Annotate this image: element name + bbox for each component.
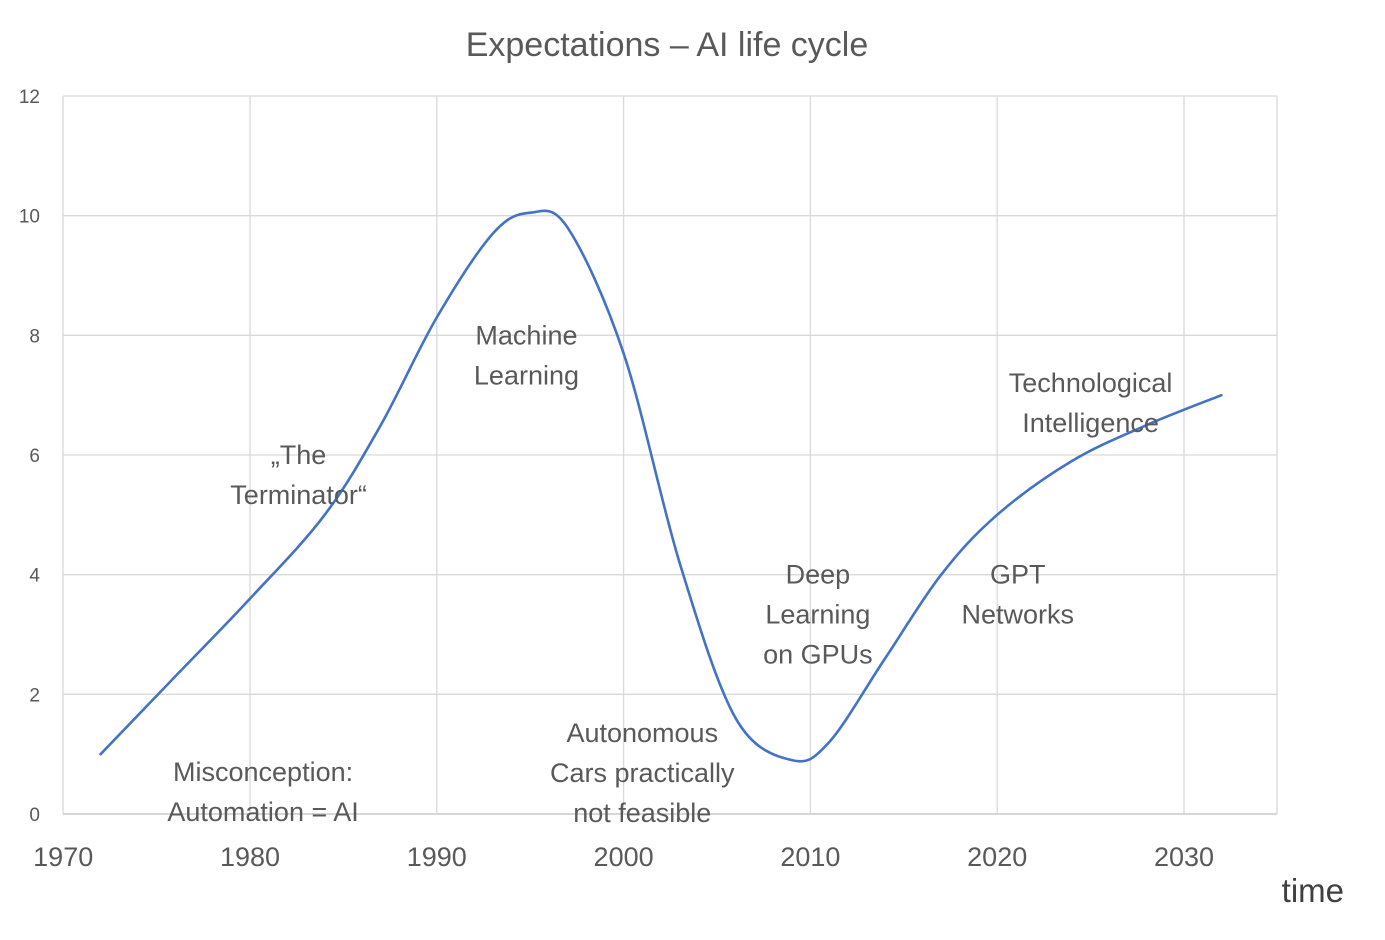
annotation-line: Cars practically xyxy=(550,758,735,788)
y-tick-label: 4 xyxy=(29,566,40,587)
annotation-line: Intelligence xyxy=(1022,408,1159,438)
annotation-line: Learning xyxy=(474,360,579,390)
y-tick-labels: 0 2 4 6 8 10 12 xyxy=(19,87,41,826)
annotation-line: Terminator“ xyxy=(230,480,367,510)
chart-title: Expectations – AI life cycle xyxy=(466,26,869,64)
annotation: „The Terminator“ xyxy=(230,440,367,510)
annotation-line: on GPUs xyxy=(763,640,873,670)
y-tick-label: 8 xyxy=(29,326,40,347)
annotation: Autonomous Cars practically not feasible xyxy=(550,718,735,828)
x-tick-label: 2010 xyxy=(780,842,840,872)
annotation-line: Technological xyxy=(1009,368,1173,398)
y-tick-label: 10 xyxy=(19,207,40,228)
annotation-line: Machine xyxy=(475,320,577,350)
x-tick-label: 1970 xyxy=(33,842,93,872)
annotation: Technological Intelligence xyxy=(1009,368,1173,438)
annotation-line: Autonomous xyxy=(566,718,718,748)
y-tick-label: 2 xyxy=(29,685,40,706)
annotation-line: Automation = AI xyxy=(167,797,358,827)
annotation-line: Networks xyxy=(961,600,1074,630)
annotation-line: „The xyxy=(271,440,327,470)
x-tick-labels: 1970 1980 1990 2000 2010 2020 2030 xyxy=(33,842,1214,872)
x-axis-label: time xyxy=(1282,872,1344,909)
annotation-line: Deep xyxy=(786,560,851,590)
y-tick-label: 6 xyxy=(29,446,40,467)
grid xyxy=(62,95,1278,815)
annotation: Misconception: Automation = AI xyxy=(167,757,358,827)
annotation-line: Misconception: xyxy=(173,757,353,787)
y-tick-label: 0 xyxy=(29,805,40,826)
annotation: Deep Learning on GPUs xyxy=(763,560,873,670)
x-tick-label: 2020 xyxy=(967,842,1027,872)
annotations: „The Terminator“ Machine Learning Technologi… xyxy=(167,320,1172,828)
x-tick-label: 1990 xyxy=(407,842,467,872)
annotation-line: not feasible xyxy=(573,798,711,828)
y-tick-label: 12 xyxy=(19,87,40,108)
x-tick-label: 2000 xyxy=(594,842,654,872)
annotation: Machine Learning xyxy=(474,320,579,390)
x-tick-label: 1980 xyxy=(220,842,280,872)
annotation-line: GPT xyxy=(990,560,1046,590)
annotation-line: Learning xyxy=(765,600,870,630)
x-tick-label: 2030 xyxy=(1154,842,1214,872)
annotation: GPT Networks xyxy=(961,560,1074,630)
series-line xyxy=(99,209,1223,763)
